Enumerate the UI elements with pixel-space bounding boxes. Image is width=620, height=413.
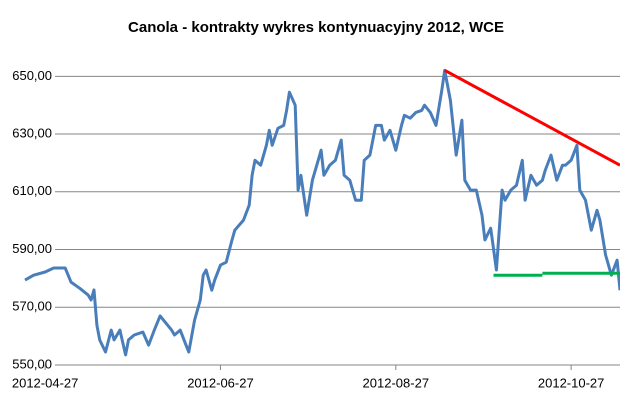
price-line [24, 68, 620, 357]
y-tick-label: 570,00 [12, 299, 52, 314]
y-tick-label: 650,00 [12, 68, 52, 83]
x-tick-label: 2012-10-27 [538, 375, 605, 390]
trend-line [443, 68, 620, 167]
y-tick-label: 550,00 [12, 356, 52, 371]
chart-title: Canola - kontrakty wykres kontynuacyjny … [128, 19, 504, 36]
x-tick-label: 2012-08-27 [363, 375, 430, 390]
y-tick-label: 610,00 [12, 183, 52, 198]
x-tick-label: 2012-06-27 [187, 375, 254, 390]
y-tick-label: 590,00 [12, 241, 52, 256]
y-tick-label: 630,00 [12, 125, 52, 140]
x-tick-label: 2012-04-27 [12, 375, 79, 390]
